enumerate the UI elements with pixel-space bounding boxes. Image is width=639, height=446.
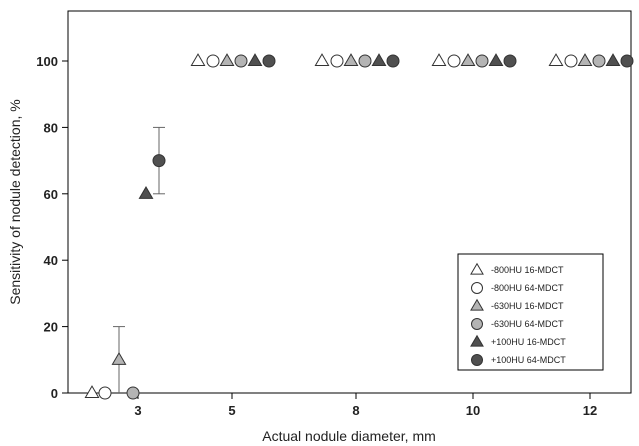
data-point [371,53,387,67]
data-point [126,386,140,400]
y-axis: 0 20 40 60 80 100 [36,54,68,401]
data-point [460,53,476,67]
legend-marker [470,298,484,311]
data-point [190,53,206,67]
y-tick-label: 20 [44,320,58,335]
data-point [386,54,400,68]
data-point [431,53,447,67]
data-point [605,53,621,67]
legend-label: +100HU 64-MDCT [491,355,566,365]
legend-label: +100HU 16-MDCT [491,337,566,347]
legend-marker [471,354,483,366]
data-point [98,386,112,400]
data-point [206,54,220,68]
data-point [84,385,100,399]
x-tick-label: 12 [583,403,597,418]
data-point [314,53,330,67]
x-tick-label: 3 [134,403,141,418]
data-point [247,53,263,67]
legend-label: -630HU 16-MDCT [491,301,564,311]
data-point [592,54,606,68]
y-tick-label: 60 [44,187,58,202]
data-point [358,54,372,68]
data-point [219,53,235,67]
data-point [488,53,504,67]
data-markers [84,53,634,400]
data-point [475,54,489,68]
y-tick-label: 0 [51,386,58,401]
data-point [343,53,359,67]
data-point [152,154,166,168]
y-tick-label: 40 [44,253,58,268]
legend-label: -630HU 64-MDCT [491,319,564,329]
legend-label: -800HU 64-MDCT [491,283,564,293]
data-point [564,54,578,68]
data-point [503,54,517,68]
legend-marker [470,334,484,347]
data-point [262,54,276,68]
data-point [447,54,461,68]
y-tick-label: 100 [36,54,58,69]
data-point [138,185,154,199]
data-point [620,54,634,68]
y-axis-title: Sensitivity of nodule detection, % [7,99,23,304]
legend-marker [470,262,484,275]
legend-marker [471,318,483,330]
y-tick-label: 80 [44,120,58,135]
x-axis: 3 5 8 10 12 [134,393,597,418]
legend-marker [471,282,483,294]
data-point [234,54,248,68]
data-point [111,351,127,365]
legend: -800HU 16-MDCT -800HU 64-MDCT -630HU 16-MD… [457,253,604,371]
x-tick-label: 10 [466,403,480,418]
data-point [577,53,593,67]
data-point [330,54,344,68]
legend-label: -800HU 16-MDCT [491,265,564,275]
x-axis-title: Actual nodule diameter, mm [262,428,436,444]
x-tick-label: 8 [352,403,359,418]
x-tick-label: 5 [228,403,235,418]
data-point [548,53,564,67]
